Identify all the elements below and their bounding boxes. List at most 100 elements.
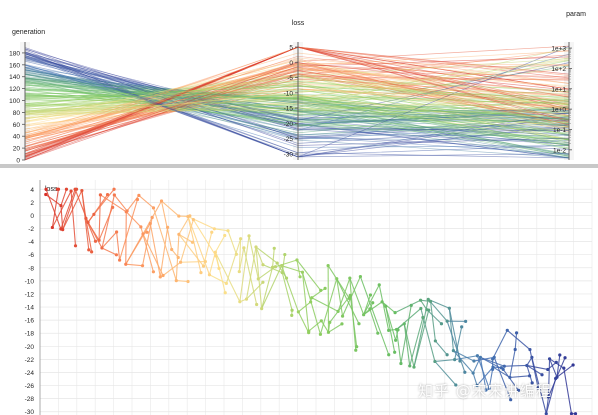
scatter-point[interactable] xyxy=(347,296,351,300)
scatter-point[interactable] xyxy=(371,301,375,305)
scatter-point[interactable] xyxy=(272,246,276,250)
scatter-point[interactable] xyxy=(336,309,340,313)
scatter-point[interactable] xyxy=(396,328,400,332)
scatter-point[interactable] xyxy=(516,388,521,392)
axis-brush-track[interactable] xyxy=(293,42,303,160)
scatter-point[interactable] xyxy=(176,255,180,260)
scatter-point[interactable] xyxy=(427,308,431,312)
scatter-point[interactable] xyxy=(513,347,517,352)
scatter-point[interactable] xyxy=(439,322,444,326)
scatter-point[interactable] xyxy=(161,273,165,278)
scatter-point[interactable] xyxy=(90,250,94,254)
scatter-point[interactable] xyxy=(151,206,156,210)
scatter-point[interactable] xyxy=(525,363,529,368)
scatter-point[interactable] xyxy=(419,306,423,311)
scatter-point[interactable] xyxy=(463,370,467,374)
scatter-point[interactable] xyxy=(569,412,574,415)
pc-axis-param[interactable]: 1e+3 1e+2 1e+1 1e+0 1e-1 1e-2 xyxy=(551,42,574,160)
scatter-point[interactable] xyxy=(528,347,532,352)
scatter-point[interactable] xyxy=(178,260,183,264)
scatter-point[interactable] xyxy=(326,263,330,268)
scatter-point[interactable] xyxy=(247,234,251,238)
scatter-point[interactable] xyxy=(44,192,48,197)
scatter-point[interactable] xyxy=(453,358,457,362)
scatter-point[interactable] xyxy=(115,230,119,234)
scatter-point[interactable] xyxy=(571,363,575,367)
panel-divider[interactable] xyxy=(0,164,598,168)
scatter-point[interactable] xyxy=(335,277,339,281)
scatter-point[interactable] xyxy=(148,221,152,226)
scatter-point[interactable] xyxy=(170,247,174,252)
scatter-point[interactable] xyxy=(244,297,249,301)
scatter-point[interactable] xyxy=(487,386,491,391)
scatter-point[interactable] xyxy=(554,360,558,364)
scatter-point[interactable] xyxy=(358,274,362,279)
scatter-point[interactable] xyxy=(105,192,110,197)
scatter-point[interactable] xyxy=(260,307,264,311)
scatter-point[interactable] xyxy=(237,269,241,274)
scatter-point[interactable] xyxy=(502,364,506,368)
scatter-point[interactable] xyxy=(174,278,178,283)
scatter-point[interactable] xyxy=(201,264,206,268)
scatter-point[interactable] xyxy=(151,270,156,274)
scatter-point[interactable] xyxy=(387,353,391,357)
scatter-point[interactable] xyxy=(177,214,181,218)
scatter-point[interactable] xyxy=(74,187,79,191)
scatter-point[interactable] xyxy=(547,357,552,361)
scatter-point[interactable] xyxy=(409,303,413,307)
scatter-point[interactable] xyxy=(159,199,164,203)
scatter-point[interactable] xyxy=(326,330,331,334)
scatter-point[interactable] xyxy=(319,319,323,323)
scatter-point[interactable] xyxy=(124,262,128,266)
scatter-point[interactable] xyxy=(573,412,578,415)
scatter-point[interactable] xyxy=(509,398,513,402)
scatter-point[interactable] xyxy=(472,359,476,363)
scatter-point[interactable] xyxy=(546,367,550,372)
scatter-point[interactable] xyxy=(340,322,344,326)
axis-brush-track[interactable] xyxy=(20,42,30,160)
scatter-point[interactable] xyxy=(242,246,246,250)
scatter-point[interactable] xyxy=(261,263,265,267)
scatter-point[interactable] xyxy=(97,238,101,242)
scatter-point[interactable] xyxy=(212,227,216,231)
scatter-point[interactable] xyxy=(393,350,397,354)
scatter-point[interactable] xyxy=(471,371,475,375)
scatter-point[interactable] xyxy=(362,313,366,317)
scatter-point[interactable] xyxy=(387,328,391,332)
scatter-point[interactable] xyxy=(546,395,551,399)
scatter-point[interactable] xyxy=(254,245,258,249)
scatter-point[interactable] xyxy=(399,361,403,366)
scatter-point[interactable] xyxy=(61,227,65,232)
scatter-point[interactable] xyxy=(275,261,279,265)
scatter-point[interactable] xyxy=(186,214,190,219)
scatter-point[interactable] xyxy=(290,308,294,312)
scatter-point[interactable] xyxy=(394,338,398,342)
scatter-point[interactable] xyxy=(319,288,323,293)
scatter-point[interactable] xyxy=(380,300,384,304)
scatter-point[interactable] xyxy=(226,229,230,233)
scatter-point[interactable] xyxy=(418,298,423,302)
scatter-point[interactable] xyxy=(355,345,359,349)
scatter-point[interactable] xyxy=(348,276,352,280)
scatter-point[interactable] xyxy=(64,187,69,191)
scatter-point[interactable] xyxy=(125,209,129,213)
scatter-point[interactable] xyxy=(223,233,227,238)
scatter-point[interactable] xyxy=(451,349,455,353)
scatter-point[interactable] xyxy=(280,271,284,275)
scatter-point[interactable] xyxy=(554,376,558,381)
scatter-point[interactable] xyxy=(475,383,479,388)
scatter-point[interactable] xyxy=(56,187,61,191)
parallel-coordinates-plot[interactable]: generation loss param 0 20 40 60 80 100 120 140 160… xyxy=(0,0,598,165)
scatter-point[interactable] xyxy=(530,355,534,359)
pc-axis-loss[interactable]: 5 0 -5 -10 -15 -20 -25 -30 xyxy=(284,42,303,160)
scatter-point[interactable] xyxy=(86,220,90,224)
scatter-point[interactable] xyxy=(458,359,462,363)
axis-title-loss[interactable]: loss xyxy=(292,20,305,27)
scatter-point[interactable] xyxy=(166,225,170,229)
scatter-point[interactable] xyxy=(318,332,323,336)
scatter-point[interactable] xyxy=(307,329,311,333)
scatter-point[interactable] xyxy=(203,259,207,264)
scatter-point[interactable] xyxy=(492,355,496,359)
scatter-point[interactable] xyxy=(59,203,63,208)
scatter-point[interactable] xyxy=(368,307,372,311)
